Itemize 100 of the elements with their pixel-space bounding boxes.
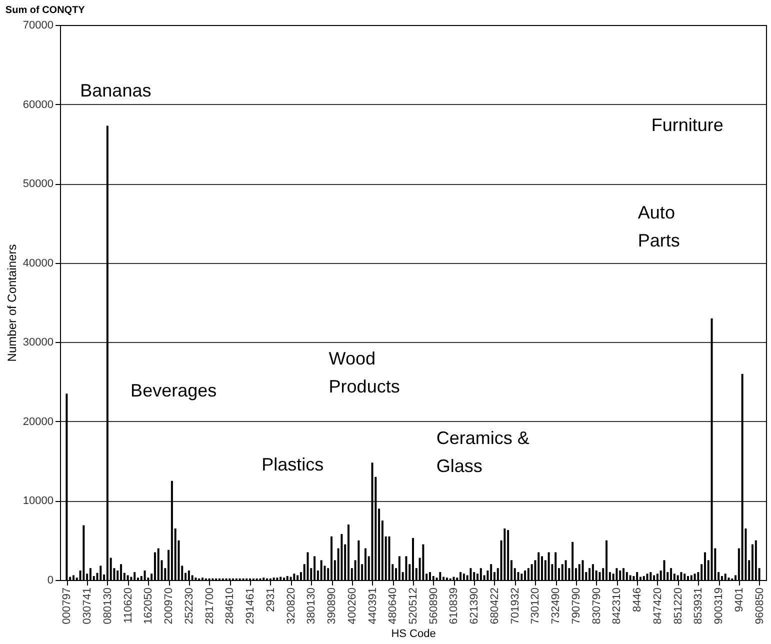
- x-tick-label: 000797: [61, 588, 74, 624]
- bar: [622, 568, 624, 580]
- y-tick-label: 50000: [22, 178, 54, 190]
- bar: [398, 556, 400, 580]
- bar: [405, 556, 408, 580]
- x-tick-label: 520512: [408, 588, 420, 624]
- bar: [646, 574, 648, 580]
- x-tick-label: 380130: [306, 588, 318, 624]
- annotation: Auto Parts: [638, 202, 680, 251]
- bar: [619, 570, 622, 580]
- bar: [462, 574, 465, 580]
- bar: [592, 564, 594, 580]
- bar: [626, 572, 628, 580]
- bar: [340, 534, 343, 580]
- bar: [286, 576, 288, 580]
- annotation: Beverages: [130, 380, 217, 400]
- bar: [439, 572, 442, 580]
- bar: [470, 568, 472, 580]
- bar: [524, 570, 526, 580]
- bar: [306, 552, 309, 580]
- annotation: Bananas: [80, 80, 152, 100]
- x-tick-label: 851220: [672, 588, 684, 624]
- bar: [588, 568, 591, 580]
- bar: [520, 574, 523, 580]
- annotation: Plastics: [262, 454, 324, 475]
- x-tick-label: 730120: [530, 588, 542, 624]
- x-tick-label: 110620: [122, 588, 134, 624]
- x-tick-label: 162050: [142, 588, 155, 624]
- bar: [606, 540, 608, 580]
- x-tick-label: 200970: [163, 588, 176, 624]
- bar: [460, 572, 462, 580]
- bar: [120, 564, 122, 580]
- bar: [144, 570, 146, 580]
- x-tick-label: 900319: [713, 588, 726, 624]
- bar: [527, 568, 530, 580]
- x-tick-label: 847420: [652, 588, 664, 624]
- x-tick-label: 830790: [590, 588, 603, 624]
- bar: [598, 572, 601, 580]
- y-tick-label: 0: [47, 574, 54, 586]
- bar: [154, 552, 156, 580]
- x-tick-label: 390890: [326, 588, 338, 624]
- bar: [690, 575, 692, 580]
- x-tick-label: 080130: [102, 588, 114, 624]
- x-tick-label: 790790: [570, 588, 582, 624]
- x-tick-label: 281700: [204, 588, 216, 624]
- bar: [358, 540, 360, 580]
- bar: [724, 574, 726, 580]
- bar: [720, 576, 723, 580]
- bar: [490, 564, 492, 580]
- bar: [680, 572, 682, 580]
- x-tick-label: 621390: [468, 588, 481, 624]
- bar: [561, 564, 564, 580]
- bar: [530, 564, 533, 580]
- x-tick-label: 030741: [82, 588, 94, 624]
- x-tick-label: 842310: [611, 588, 624, 624]
- bar: [134, 572, 136, 580]
- x-tick-label: 284610: [224, 588, 236, 624]
- bar: [572, 542, 574, 580]
- y-tick-label: 20000: [22, 416, 54, 428]
- bar: [687, 576, 690, 580]
- x-tick-label: 252230: [183, 588, 196, 624]
- bar: [548, 552, 550, 580]
- bar: [480, 568, 482, 580]
- y-tick-label: 70000: [22, 20, 54, 32]
- bar: [364, 548, 366, 580]
- annotation: Ceramics & Glass: [436, 428, 530, 476]
- bar: [653, 575, 656, 580]
- bar: [582, 560, 584, 580]
- x-tick-label: 480640: [387, 588, 400, 624]
- bar: [704, 552, 706, 580]
- bar: [752, 544, 754, 580]
- bar: [293, 574, 296, 580]
- bar: [642, 576, 645, 580]
- bar: [504, 528, 506, 580]
- bar: [517, 572, 520, 580]
- bar: [347, 524, 350, 580]
- bar: [670, 568, 672, 580]
- annotation: Wood Products: [328, 348, 400, 397]
- y-tick-label: 40000: [22, 257, 54, 270]
- x-tick-label: 291461: [244, 588, 257, 624]
- bar: [507, 530, 510, 580]
- bar: [296, 575, 299, 580]
- annotation: Furniture: [651, 114, 724, 135]
- y-axis-title: Number of Containers: [4, 244, 19, 362]
- bar: [629, 575, 632, 580]
- bar: [388, 536, 390, 580]
- bar: [82, 525, 85, 580]
- bar: [684, 574, 686, 580]
- bar: [541, 556, 544, 580]
- bar: [72, 575, 74, 580]
- x-tick-label: 701932: [509, 588, 522, 624]
- bar: [578, 564, 580, 580]
- x-tick-label: 400260: [346, 588, 358, 624]
- x-tick-label: 320820: [285, 588, 298, 624]
- bar: [632, 576, 635, 580]
- x-tick-label: 440391: [366, 588, 379, 624]
- x-tick-label: 680422: [488, 588, 501, 624]
- x-axis-title: HS Code: [391, 628, 436, 640]
- bar: [422, 544, 424, 580]
- bar: [100, 566, 102, 580]
